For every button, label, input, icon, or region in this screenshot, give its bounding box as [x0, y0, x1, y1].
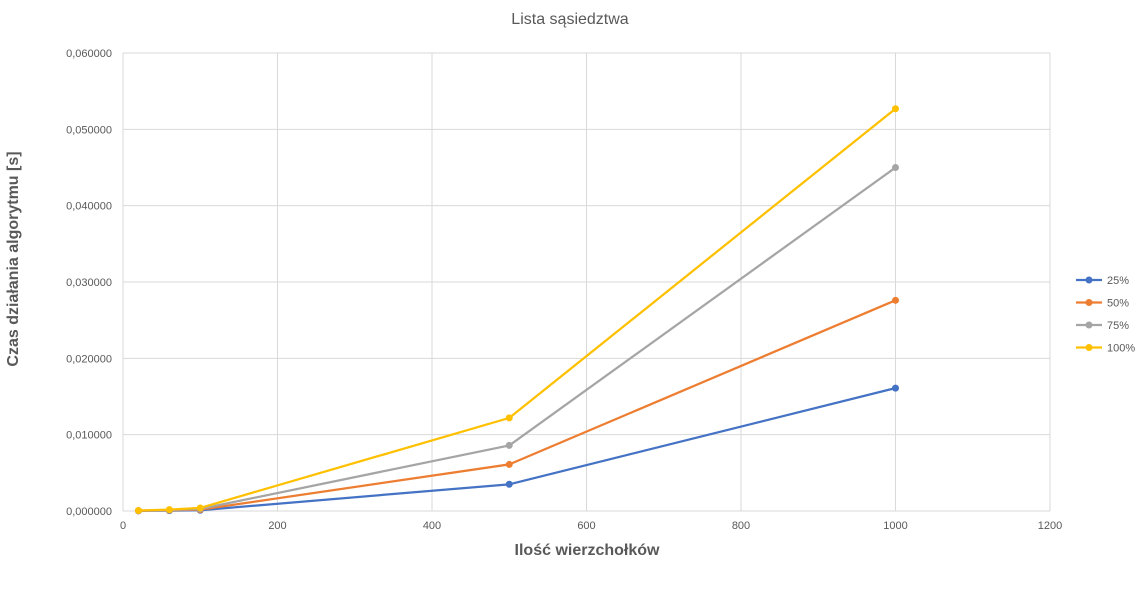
- legend-marker: [1085, 276, 1093, 284]
- legend-label: 75%: [1107, 320, 1129, 332]
- data-point: [892, 164, 899, 171]
- series-group: [134, 105, 899, 515]
- y-tick-label: 0,010000: [66, 430, 112, 442]
- legend-item: 50%: [1076, 298, 1129, 310]
- legend-label: 100%: [1107, 343, 1135, 355]
- legend-marker: [1085, 321, 1093, 329]
- legend-marker: [1085, 344, 1093, 351]
- legend-item: 75%: [1076, 320, 1129, 332]
- grid: [122, 52, 1051, 512]
- y-tick-label: 0,000000: [66, 506, 112, 518]
- series-line: [138, 107, 897, 512]
- y-tick-label: 0,040000: [66, 201, 112, 213]
- y-tick-label: 0,060000: [66, 48, 112, 60]
- legend-label: 50%: [1107, 298, 1129, 310]
- data-point: [505, 414, 513, 422]
- x-tick-label: 400: [423, 520, 441, 532]
- y-tick-label: 0,020000: [66, 353, 112, 365]
- x-tick-label: 800: [732, 520, 750, 532]
- x-tick-label: 1000: [883, 520, 907, 532]
- x-tick-label: 600: [577, 520, 595, 532]
- series-line: [138, 166, 897, 512]
- x-tick-label: 0: [120, 520, 126, 532]
- data-point: [505, 441, 513, 449]
- y-axis-title: Czas działania algorytmu [s]: [5, 151, 22, 366]
- data-point: [892, 384, 899, 392]
- data-point: [892, 105, 899, 113]
- data-point: [505, 480, 513, 488]
- x-axis-ticks: 0 200 400 600 800 1000 1200: [120, 520, 1062, 532]
- y-tick-label: 0,050000: [66, 124, 112, 136]
- y-axis-ticks: 0,000000 0,010000 0,020000 0,030000 0,040000…: [66, 48, 112, 518]
- data-point: [165, 506, 173, 514]
- y-tick-label: 0,030000: [66, 277, 112, 289]
- series-line: [138, 299, 896, 512]
- legend-item: 100%: [1076, 343, 1135, 355]
- legend-item: 25%: [1076, 275, 1129, 287]
- series-25-percent: [134, 384, 899, 515]
- x-axis-title: Ilość wierzchołków: [515, 542, 660, 559]
- legend: 25% 50% 75% 100%: [1076, 275, 1135, 355]
- legend-marker: [1085, 299, 1093, 306]
- chart-title: Lista sąsiedztwa: [511, 11, 628, 28]
- data-point: [892, 296, 899, 304]
- data-point: [134, 506, 142, 514]
- legend-label: 25%: [1107, 275, 1129, 287]
- series-100-percent: [134, 105, 899, 514]
- data-point: [505, 460, 513, 468]
- x-tick-label: 200: [268, 520, 286, 532]
- data-point: [196, 504, 204, 512]
- x-tick-label: 1200: [1038, 520, 1062, 532]
